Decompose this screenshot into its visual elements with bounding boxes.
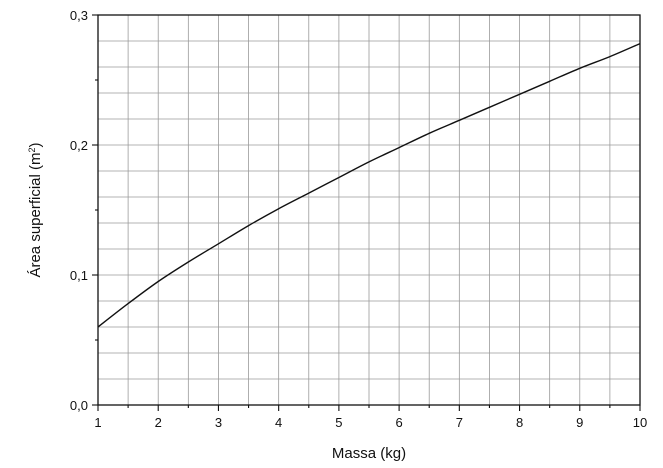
grid (98, 15, 640, 405)
ticks (92, 14, 641, 411)
x-tick-label: 2 (155, 415, 162, 430)
x-tick-label: 10 (633, 415, 647, 430)
y-tick-label: 0,1 (70, 268, 88, 283)
x-tick-label: 7 (456, 415, 463, 430)
x-tick-label: 9 (576, 415, 583, 430)
y-tick-labels: 0,0 0,1 0,2 0,3 (70, 8, 88, 413)
x-tick-label: 1 (94, 415, 101, 430)
y-axis-title-close: ) (27, 142, 44, 147)
y-tick-label: 0,3 (70, 8, 88, 23)
y-axis-title-main: Área superficial (m (27, 152, 44, 277)
y-axis-title: Área superficial (m2) (27, 142, 44, 277)
x-tick-label: 8 (516, 415, 523, 430)
x-tick-label: 3 (215, 415, 222, 430)
x-tick-label: 4 (275, 415, 282, 430)
series-line (97, 42, 641, 328)
y-tick-label: 0,0 (70, 398, 88, 413)
x-tick-label: 5 (335, 415, 342, 430)
y-axis-title-superscript: 2 (27, 147, 37, 152)
y-tick-label: 0,2 (70, 138, 88, 153)
x-tick-labels: 1 2 3 4 5 6 7 8 9 10 (94, 415, 647, 430)
x-axis-title: Massa (kg) (332, 445, 406, 462)
x-tick-label: 6 (395, 415, 402, 430)
